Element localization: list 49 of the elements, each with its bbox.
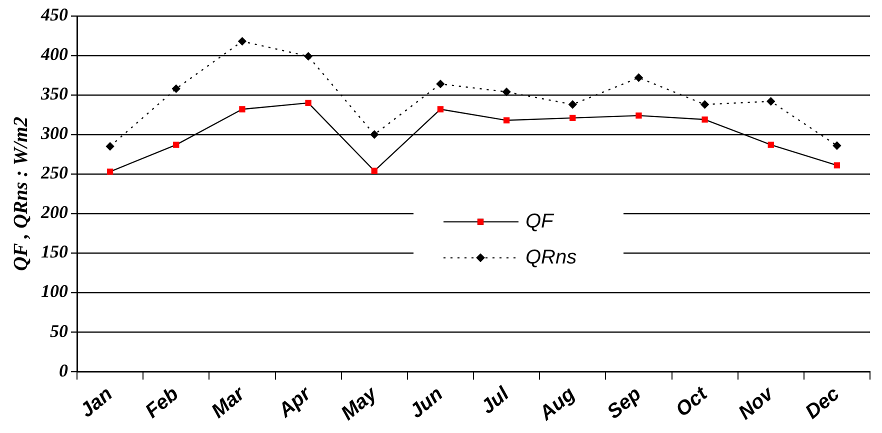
point <box>371 168 378 174</box>
point <box>238 37 246 46</box>
x-tick-label: Sep <box>603 383 646 424</box>
point <box>106 168 114 175</box>
x-tick-label: Nov <box>734 382 780 424</box>
x-tick-label: Jun <box>406 383 448 423</box>
point <box>634 74 643 82</box>
x-tick-label: May <box>337 382 382 425</box>
point <box>305 100 312 106</box>
point <box>636 112 642 119</box>
point <box>436 80 445 88</box>
x-tick-label: Oct <box>672 382 713 422</box>
point <box>239 106 246 112</box>
y-tick-label: 200 <box>40 202 68 222</box>
x-tick-label: Aug <box>534 383 580 426</box>
point <box>106 142 114 150</box>
y-tick-label: 100 <box>41 281 68 302</box>
point <box>768 142 774 148</box>
x-tick-label: Jan <box>76 383 117 422</box>
point <box>173 142 180 148</box>
y-tick-label: 150 <box>41 242 68 262</box>
point <box>832 142 842 150</box>
point <box>172 84 180 93</box>
point <box>766 97 775 106</box>
point <box>702 116 708 123</box>
x-tick-label: Apr <box>274 382 316 423</box>
point <box>304 52 312 60</box>
point <box>502 88 511 96</box>
x-tick-label: Jul <box>477 382 514 418</box>
point <box>834 162 840 168</box>
legend-label: QF <box>526 210 556 232</box>
x-tick-label: Feb <box>142 383 183 423</box>
y-tick-label: 400 <box>40 44 68 64</box>
y-tick-label: 50 <box>50 320 68 341</box>
x-tick-label: Mar <box>208 382 250 423</box>
x-tick-label: Dec <box>801 383 844 424</box>
y-tick-label: 300 <box>40 123 68 144</box>
point <box>568 100 577 109</box>
y-tick-label: 250 <box>40 162 68 183</box>
point <box>370 130 378 139</box>
point <box>437 106 444 112</box>
point <box>700 100 709 109</box>
y-tick-label: 350 <box>40 84 68 104</box>
y-axis-title: QF , QRns : W/m2 <box>10 116 32 271</box>
point <box>570 114 576 122</box>
legend-label: QRns <box>526 246 577 268</box>
y-tick-label: 0 <box>59 360 68 380</box>
point <box>503 117 510 124</box>
y-tick-label: 450 <box>40 4 68 25</box>
